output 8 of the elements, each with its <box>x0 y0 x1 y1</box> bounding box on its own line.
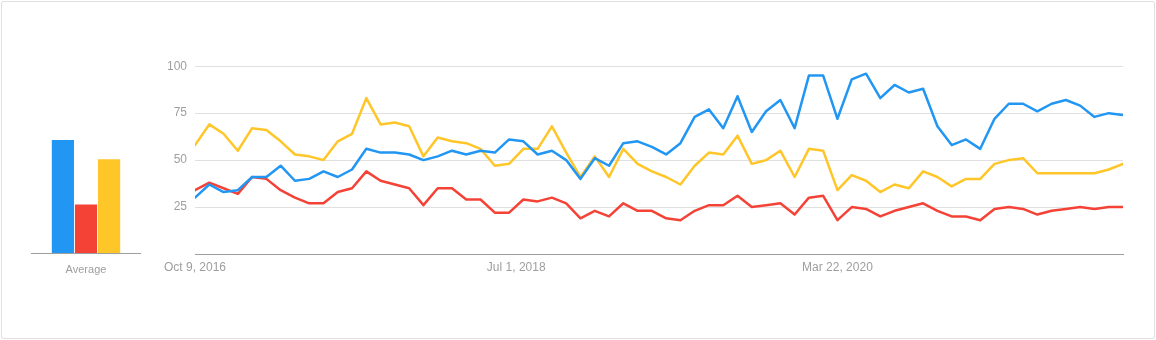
y-tick-label: 75 <box>173 105 188 120</box>
x-tick-label: Mar 22, 2020 <box>802 259 874 274</box>
x-tick-label: Oct 9, 2016 <box>163 259 227 274</box>
y-tick-label: 100 <box>166 58 188 73</box>
y-tick-label: 50 <box>173 152 188 167</box>
x-tick-label: Jul 1, 2018 <box>486 259 546 274</box>
y-tick-label: 25 <box>173 199 188 214</box>
x-tick-label: Average <box>65 262 107 275</box>
